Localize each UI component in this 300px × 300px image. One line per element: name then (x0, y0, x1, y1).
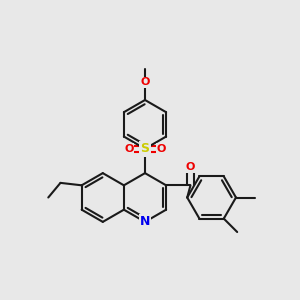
Text: O: O (156, 144, 166, 154)
Text: S: S (140, 142, 149, 155)
Text: O: O (140, 77, 150, 87)
Text: O: O (124, 144, 134, 154)
Text: N: N (140, 215, 150, 228)
Text: O: O (186, 162, 195, 172)
